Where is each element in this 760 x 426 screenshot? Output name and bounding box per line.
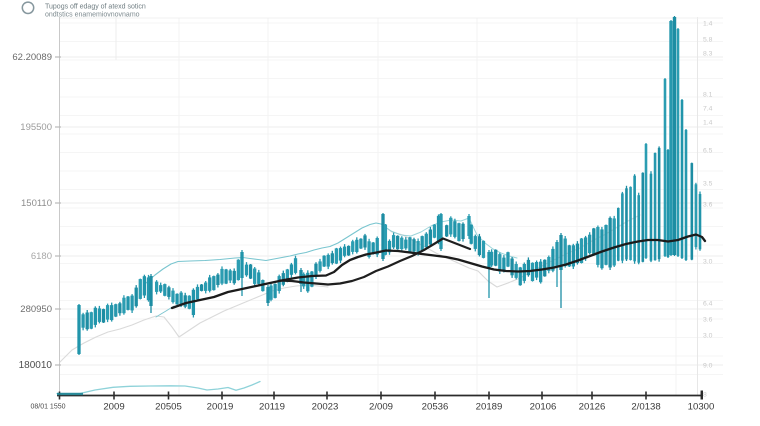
svg-text:180010: 180010	[19, 360, 53, 371]
svg-text:5.8: 5.8	[703, 37, 713, 44]
svg-text:1.4: 1.4	[703, 120, 713, 127]
svg-text:3.0: 3.0	[703, 333, 713, 340]
svg-text:8.1: 8.1	[703, 92, 713, 99]
svg-text:195500: 195500	[20, 122, 52, 133]
svg-text:8.3: 8.3	[703, 51, 713, 58]
svg-text:1.4: 1.4	[703, 21, 713, 28]
svg-text:20019: 20019	[207, 402, 234, 413]
svg-text:20106: 20106	[530, 402, 557, 413]
svg-text:Tupogs off edagy of atexd soti: Tupogs off edagy of atexd soticn	[45, 4, 146, 11]
svg-text:9.0: 9.0	[703, 363, 713, 370]
svg-text:20119: 20119	[259, 402, 285, 413]
svg-text:62.20089: 62.20089	[12, 52, 52, 63]
svg-text:3.5: 3.5	[703, 181, 713, 188]
svg-text:8: 8	[703, 392, 707, 399]
svg-text:ondtstics enamemiovnovnamo: ondtstics enamemiovnovnamo	[45, 11, 140, 18]
svg-text:6180: 6180	[31, 251, 52, 262]
svg-text:3.6: 3.6	[703, 317, 713, 324]
svg-text:20536: 20536	[422, 402, 449, 413]
svg-text:280950: 280950	[20, 304, 52, 315]
svg-text:6.4: 6.4	[703, 301, 713, 308]
svg-text:150110: 150110	[21, 198, 52, 209]
svg-text:20505: 20505	[155, 402, 182, 413]
svg-text:6.5: 6.5	[703, 148, 713, 155]
svg-text:20189: 20189	[476, 402, 503, 413]
svg-text:2/009: 2/009	[369, 402, 393, 413]
svg-text:2009: 2009	[103, 402, 124, 413]
svg-text:20126: 20126	[579, 402, 606, 413]
svg-text:3.0: 3.0	[703, 259, 713, 266]
svg-text:7.4: 7.4	[703, 106, 713, 113]
svg-text:20023: 20023	[312, 402, 339, 413]
svg-text:08/01 1550: 08/01 1550	[30, 404, 65, 411]
svg-text:2/0138: 2/0138	[631, 402, 660, 413]
svg-text:3.6: 3.6	[703, 202, 713, 209]
svg-text:10300: 10300	[688, 402, 715, 413]
